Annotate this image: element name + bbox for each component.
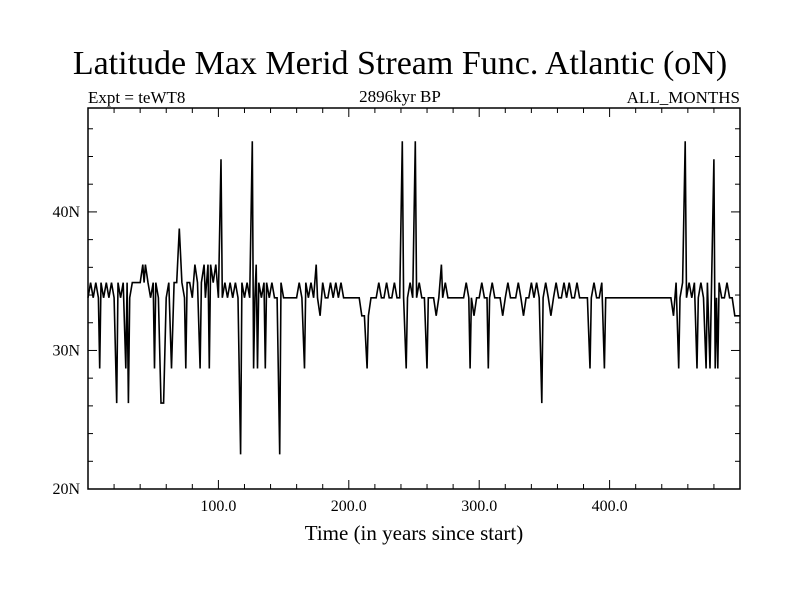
y-tick-label: 20N: [52, 481, 80, 498]
x-axis-label: Time (in years since start): [305, 521, 524, 545]
y-tick-label: 40N: [52, 204, 80, 221]
x-tick-label: 100.0: [200, 498, 236, 515]
y-tick-label: 30N: [52, 342, 80, 359]
plot-frame: [87, 107, 741, 490]
x-tick-label: 300.0: [461, 498, 497, 515]
period-label: 2896kyr BP: [359, 87, 441, 106]
tick-labels: 100.0 200.0 300.0 400.0 20N 30N 40N: [52, 204, 627, 515]
series-line: [87, 141, 740, 455]
chart-title: Latitude Max Merid Stream Func. Atlantic…: [72, 45, 728, 82]
x-tick-label: 400.0: [592, 498, 628, 515]
axis-ticks: [88, 108, 740, 489]
experiment-label: Expt = teWT8: [88, 88, 186, 107]
x-tick-label: 200.0: [331, 498, 367, 515]
months-label: ALL_MONTHS: [626, 88, 740, 107]
